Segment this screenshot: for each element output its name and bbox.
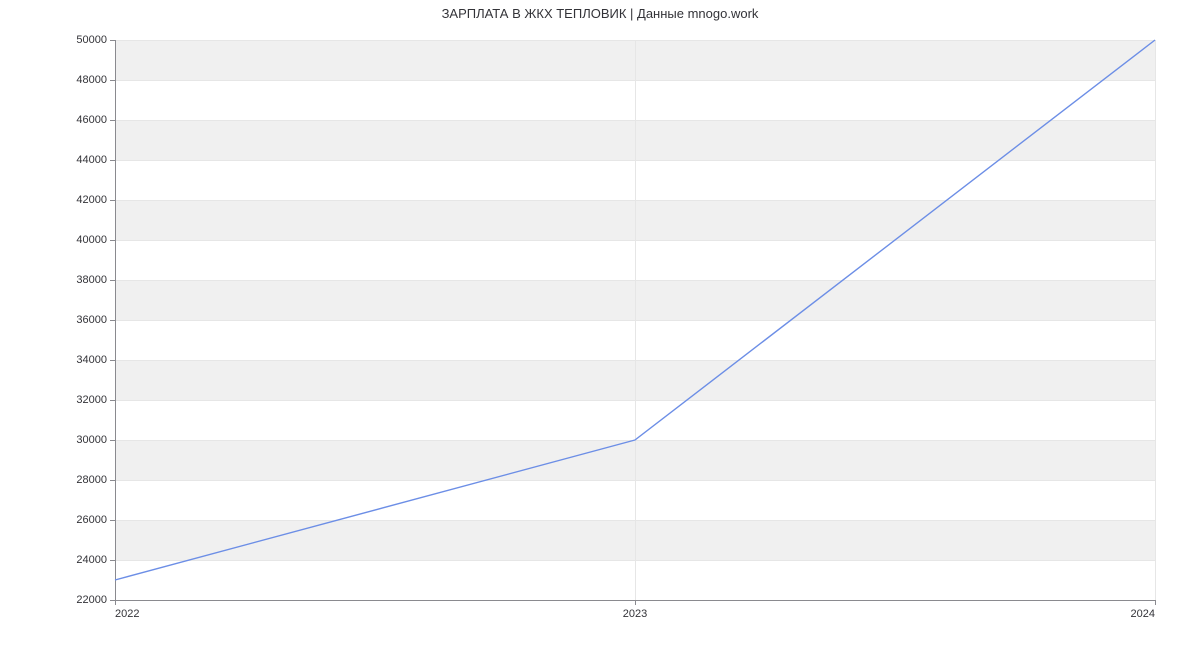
y-tick-label: 42000 bbox=[65, 194, 107, 206]
series-layer bbox=[115, 40, 1155, 600]
y-tick-mark bbox=[110, 320, 115, 321]
y-tick-label: 34000 bbox=[65, 354, 107, 366]
y-tick-mark bbox=[110, 440, 115, 441]
y-tick-label: 32000 bbox=[65, 394, 107, 406]
plot-area bbox=[115, 40, 1155, 600]
y-tick-label: 48000 bbox=[65, 74, 107, 86]
series-line-salary bbox=[115, 40, 1155, 580]
y-tick-mark bbox=[110, 40, 115, 41]
y-tick-mark bbox=[110, 280, 115, 281]
salary-chart: ЗАРПЛАТА В ЖКХ ТЕПЛОВИК | Данные mnogo.w… bbox=[0, 0, 1200, 650]
y-tick-mark bbox=[110, 240, 115, 241]
y-tick-mark bbox=[110, 400, 115, 401]
y-tick-label: 38000 bbox=[65, 274, 107, 286]
y-tick-label: 50000 bbox=[65, 34, 107, 46]
y-tick-mark bbox=[110, 360, 115, 361]
y-tick-mark bbox=[110, 480, 115, 481]
x-tick-mark bbox=[1155, 600, 1156, 605]
y-tick-label: 30000 bbox=[65, 434, 107, 446]
y-tick-label: 46000 bbox=[65, 114, 107, 126]
y-tick-label: 40000 bbox=[65, 234, 107, 246]
y-tick-label: 24000 bbox=[65, 554, 107, 566]
y-tick-mark bbox=[110, 560, 115, 561]
x-tick-label: 2024 bbox=[1131, 608, 1155, 620]
x-tick-mark bbox=[115, 600, 116, 605]
x-tick-label: 2023 bbox=[623, 608, 647, 620]
chart-title: ЗАРПЛАТА В ЖКХ ТЕПЛОВИК | Данные mnogo.w… bbox=[0, 6, 1200, 21]
y-tick-mark bbox=[110, 200, 115, 201]
y-tick-label: 22000 bbox=[65, 594, 107, 606]
x-tick-label: 2022 bbox=[115, 608, 139, 620]
y-tick-mark bbox=[110, 120, 115, 121]
v-gridline bbox=[1155, 40, 1156, 600]
y-tick-label: 28000 bbox=[65, 474, 107, 486]
y-tick-label: 26000 bbox=[65, 514, 107, 526]
y-tick-label: 36000 bbox=[65, 314, 107, 326]
y-tick-mark bbox=[110, 520, 115, 521]
y-tick-label: 44000 bbox=[65, 154, 107, 166]
y-tick-mark bbox=[110, 160, 115, 161]
y-tick-mark bbox=[110, 80, 115, 81]
x-tick-mark bbox=[635, 600, 636, 605]
